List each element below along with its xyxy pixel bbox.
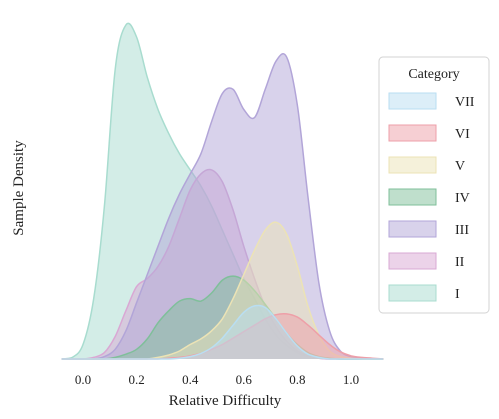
legend-frame [378, 56, 490, 314]
legend-swatch-vii [388, 92, 437, 110]
density-areas [61, 22, 384, 360]
density-line-iii [61, 53, 384, 360]
legend-label-v: V [455, 159, 465, 174]
x-axis: 0.0 0.2 0.4 0.6 0.8 1.0 [75, 372, 359, 387]
legend-swatch-v [388, 156, 437, 174]
legend-swatch-iv [388, 188, 437, 206]
density-area-i [61, 23, 384, 359]
density-area-iii [61, 53, 384, 360]
x-tick-label: 0.2 [128, 372, 144, 387]
legend-label-iii: III [455, 223, 469, 238]
x-axis-label: Relative Difficulty [169, 393, 282, 409]
density-area-vii [61, 305, 384, 359]
x-tick-label: 0.8 [289, 372, 305, 387]
legend-label-ii: II [455, 255, 465, 270]
density-area-vi [61, 313, 384, 359]
legend-swatch-ii [388, 252, 437, 270]
x-tick-label: 1.0 [343, 372, 359, 387]
y-axis-label: Sample Density [11, 140, 27, 236]
density-line-vii [61, 304, 384, 360]
legend-swatch-iii [388, 220, 437, 238]
legend-title: Category [408, 67, 459, 82]
legend-label-i: I [455, 287, 460, 302]
x-tick-label: 0.4 [182, 372, 199, 387]
legend-swatch-i [388, 284, 437, 302]
x-tick-label: 0.6 [236, 372, 253, 387]
x-tick-label: 0.0 [75, 372, 91, 387]
legend-label-iv: IV [455, 191, 470, 206]
legend-label-vi: VI [455, 127, 470, 142]
legend-label-vii: VII [455, 95, 475, 110]
legend-swatch-vi [388, 124, 437, 142]
